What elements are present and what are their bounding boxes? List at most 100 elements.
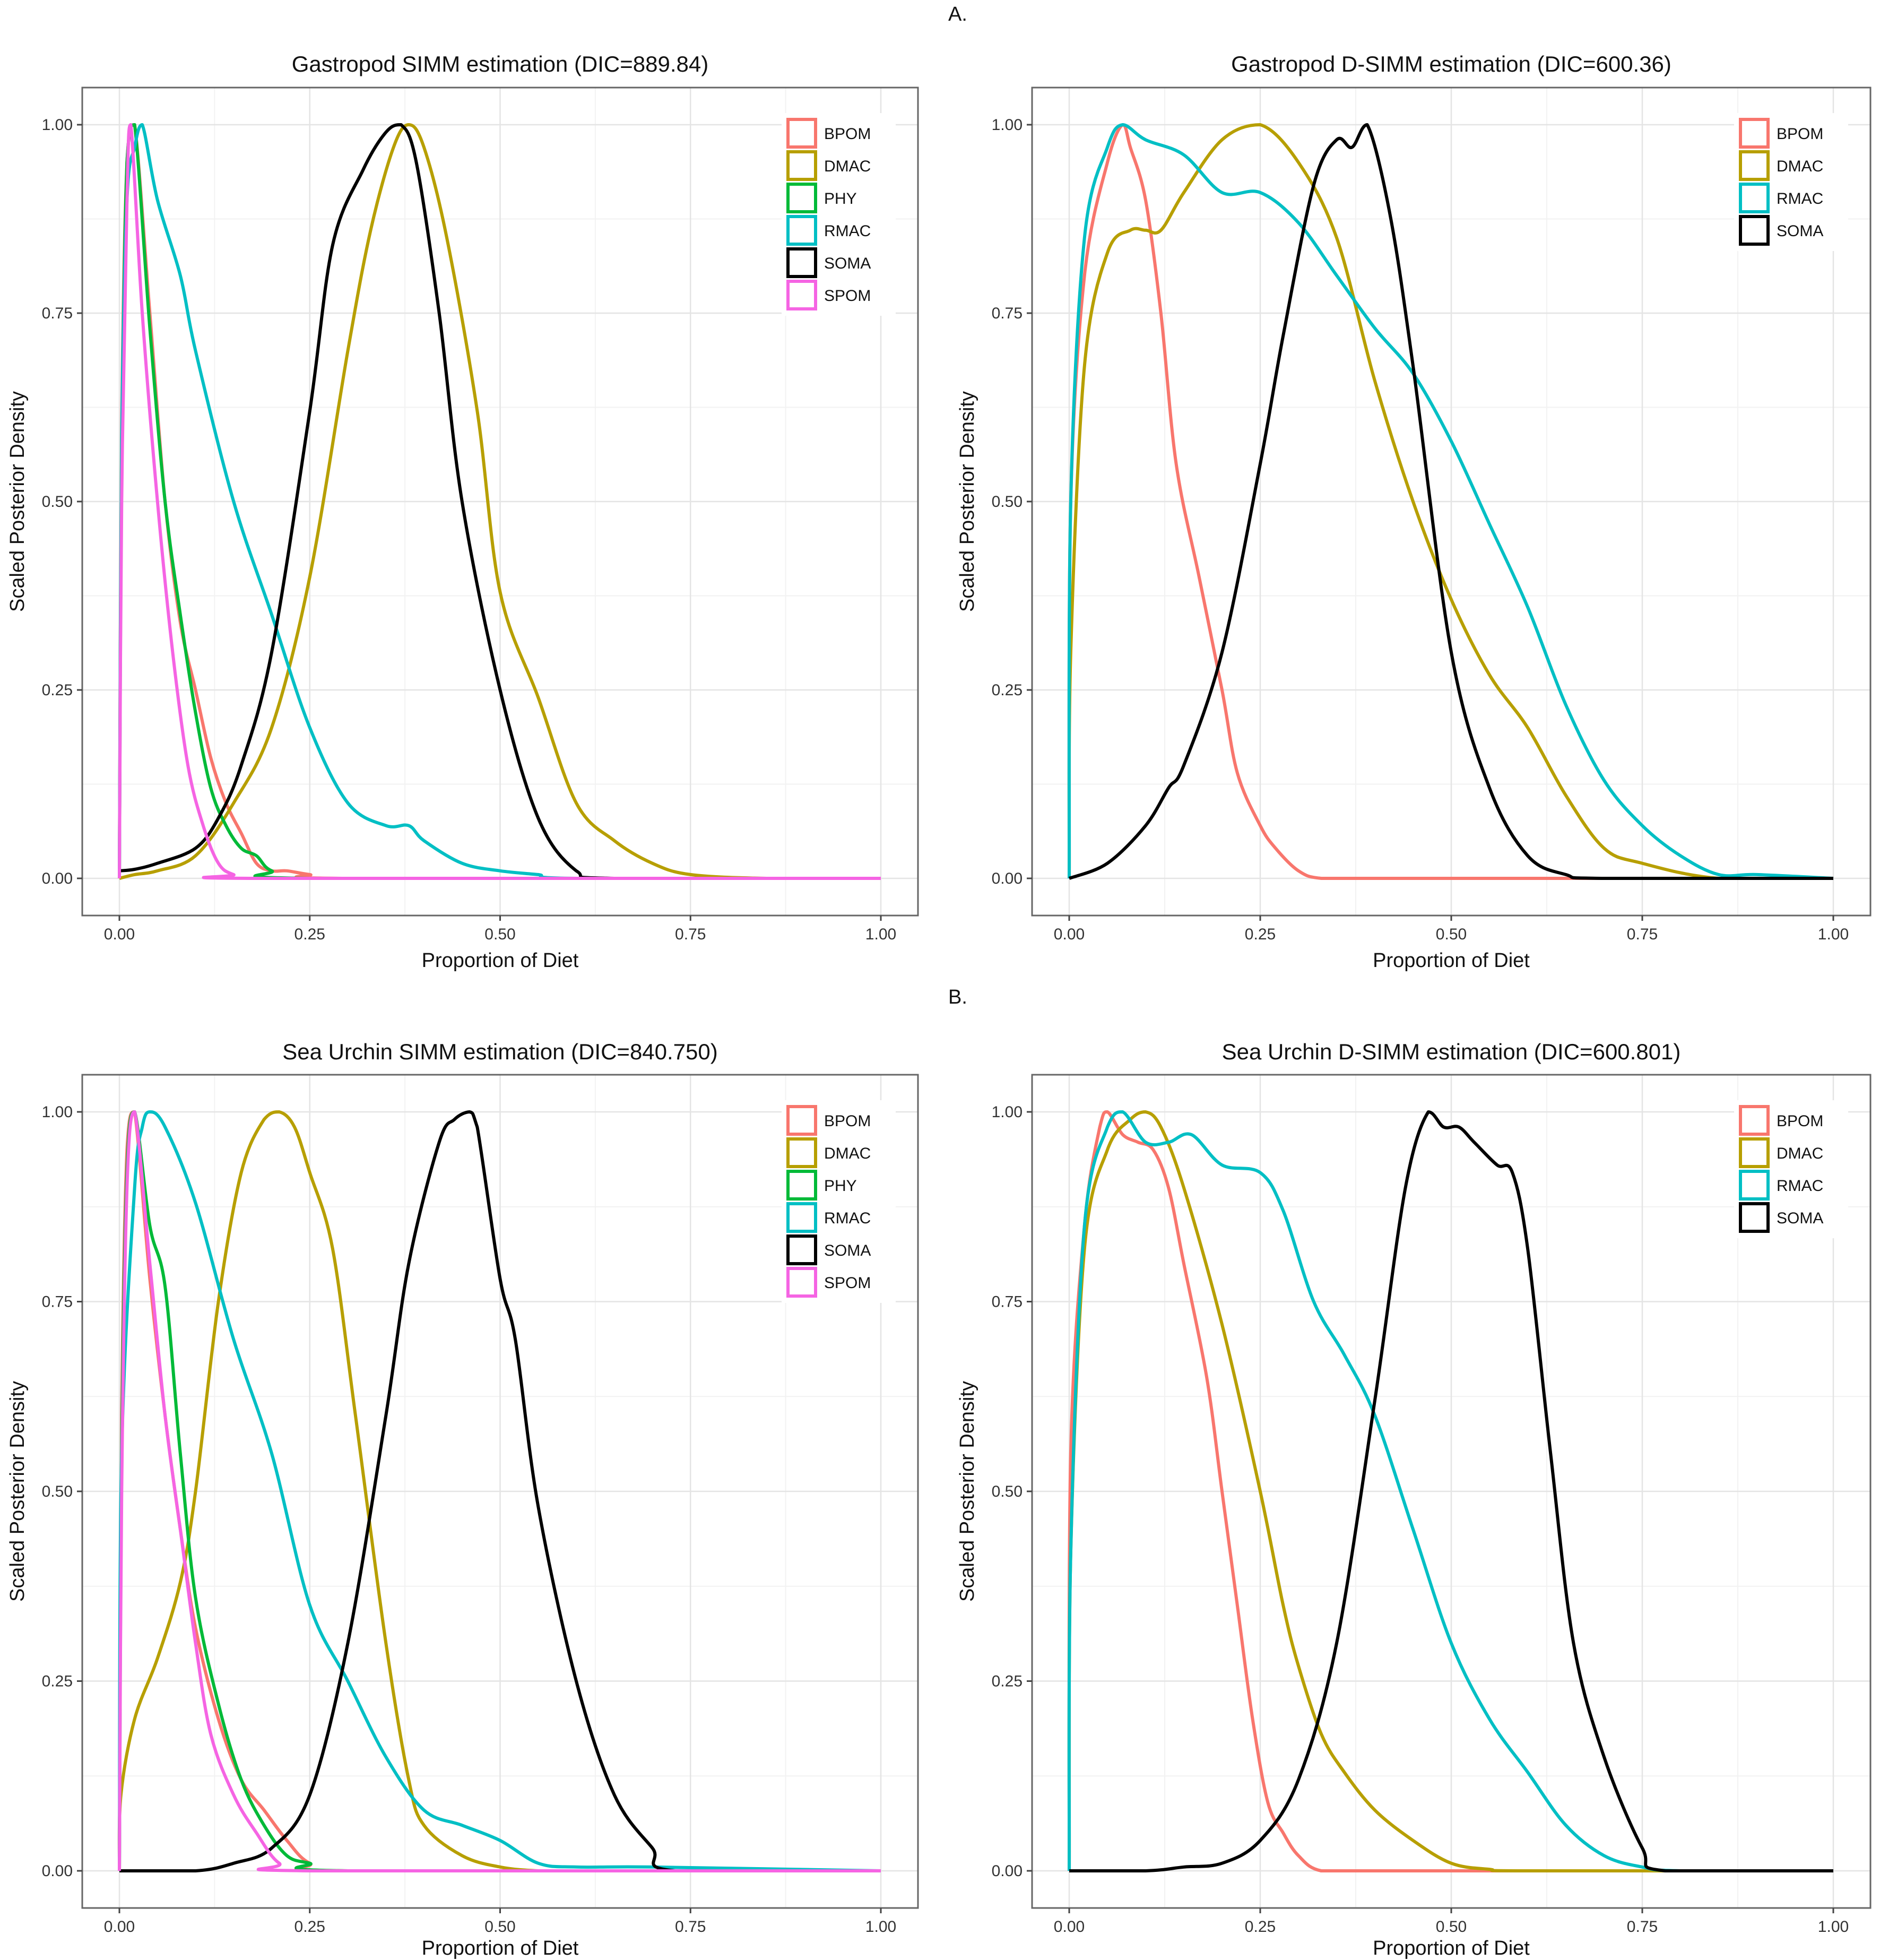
chart-title: Gastropod D-SIMM estimation (DIC=600.36) bbox=[1231, 51, 1671, 76]
chart-panel-4: 0.00 0.25 0.50 0.75 1.00 0.00 0.25 0.50 0.75 1.00… bbox=[956, 1039, 1872, 1959]
legend-label-rmac: RMAC bbox=[824, 1210, 871, 1227]
y-tick-label: 0.75 bbox=[42, 1293, 73, 1311]
x-tick-label: 0.25 bbox=[294, 1918, 325, 1936]
series-line-rmac bbox=[1067, 1110, 1833, 1873]
legend-key-dmac bbox=[1739, 150, 1770, 181]
x-tick-label: 1.00 bbox=[865, 926, 896, 943]
series-line-rmac bbox=[118, 1110, 881, 1872]
legend-key-rmac bbox=[786, 1202, 817, 1233]
y-tick-label: 0.50 bbox=[42, 1483, 73, 1500]
y-tick-label: 0.00 bbox=[992, 1862, 1023, 1880]
y-tick-label: 1.00 bbox=[42, 116, 73, 134]
legend-key-soma bbox=[1739, 215, 1770, 246]
legend-label-bpom: BPOM bbox=[824, 1112, 871, 1130]
legend-key-phy bbox=[786, 1170, 817, 1201]
series-line-soma bbox=[119, 123, 881, 880]
x-tick-label: 0.75 bbox=[675, 926, 706, 943]
y-tick-label: 0.75 bbox=[42, 305, 73, 322]
legend: BPOM DMAC PHY RMAC SOMA SPOM bbox=[782, 1100, 896, 1303]
y-tick-label: 0.25 bbox=[992, 681, 1023, 699]
legend-key-rmac bbox=[1739, 1170, 1770, 1201]
legend-label-dmac: DMAC bbox=[1777, 1145, 1823, 1162]
x-tick-label: 0.25 bbox=[1245, 926, 1276, 943]
legend-key-soma bbox=[1739, 1202, 1770, 1233]
legend-label-bpom: BPOM bbox=[824, 125, 871, 143]
legend-key-soma bbox=[786, 1234, 817, 1265]
y-tick-label: 1.00 bbox=[992, 116, 1023, 134]
legend-label-dmac: DMAC bbox=[824, 1145, 871, 1162]
y-axis-label: Scaled Posterior Density bbox=[956, 1381, 978, 1602]
legend-label-dmac: DMAC bbox=[1777, 158, 1823, 175]
x-tick-label: 0.75 bbox=[1627, 1918, 1658, 1936]
y-axis-label: Scaled Posterior Density bbox=[956, 391, 978, 612]
legend-label-soma: SOMA bbox=[1777, 222, 1823, 240]
y-axis-label: Scaled Posterior Density bbox=[6, 1381, 29, 1602]
y-tick-label: 1.00 bbox=[992, 1103, 1023, 1121]
legend-label-spom: SPOM bbox=[824, 287, 871, 305]
x-tick-label: 0.00 bbox=[104, 1918, 135, 1936]
legend: BPOM DMAC PHY RMAC SOMA SPOM bbox=[782, 113, 896, 316]
x-tick-label: 0.50 bbox=[1436, 1918, 1467, 1936]
legend-key-bpom bbox=[786, 1105, 817, 1136]
series-line-dmac bbox=[1067, 123, 1833, 880]
legend-label-spom: SPOM bbox=[824, 1274, 871, 1292]
x-tick-label: 1.00 bbox=[1818, 926, 1849, 943]
legend: BPOM DMAC RMAC SOMA bbox=[1734, 113, 1848, 251]
legend-label-soma: SOMA bbox=[824, 255, 871, 272]
legend-label-bpom: BPOM bbox=[1777, 125, 1823, 143]
legend-key-spom bbox=[786, 280, 817, 310]
legend-key-rmac bbox=[786, 215, 817, 246]
chart-panel-2: 0.00 0.25 0.50 0.75 1.00 0.00 0.25 0.50 0.75 1.00… bbox=[956, 51, 1872, 972]
x-axis-label: Proportion of Diet bbox=[1373, 1937, 1530, 1959]
series-line-spom bbox=[118, 1110, 881, 1873]
chart-title: Gastropod SIMM estimation (DIC=889.84) bbox=[292, 51, 709, 76]
y-tick-label: 1.00 bbox=[42, 1103, 73, 1121]
legend-label-phy: PHY bbox=[824, 1177, 857, 1195]
legend-label-rmac: RMAC bbox=[1777, 1177, 1823, 1195]
legend-label-phy: PHY bbox=[824, 190, 857, 208]
series-line-bpom bbox=[1067, 123, 1833, 880]
y-axis-label: Scaled Posterior Density bbox=[6, 391, 29, 612]
x-tick-label: 0.00 bbox=[1054, 926, 1085, 943]
chart-panel-3: 0.00 0.25 0.50 0.75 1.00 0.00 0.25 0.50 0.75 1.00… bbox=[6, 1039, 919, 1959]
x-axis-label: Proportion of Diet bbox=[422, 1937, 579, 1959]
legend-key-dmac bbox=[786, 1137, 817, 1168]
x-axis-label: Proportion of Diet bbox=[422, 949, 579, 972]
x-axis-label: Proportion of Diet bbox=[1373, 949, 1530, 972]
legend-key-spom bbox=[786, 1267, 817, 1298]
x-tick-label: 0.50 bbox=[484, 926, 515, 943]
x-tick-label: 0.25 bbox=[294, 926, 325, 943]
series-line-dmac bbox=[119, 123, 881, 880]
x-tick-label: 0.75 bbox=[675, 1918, 706, 1936]
chart-title: Sea Urchin SIMM estimation (DIC=840.750) bbox=[282, 1039, 718, 1064]
legend-key-rmac bbox=[1739, 183, 1770, 213]
series-line-soma bbox=[1069, 1110, 1833, 1873]
legend-label-rmac: RMAC bbox=[1777, 190, 1823, 208]
legend-label-rmac: RMAC bbox=[824, 222, 871, 240]
y-tick-label: 0.00 bbox=[42, 870, 73, 887]
legend-label-soma: SOMA bbox=[1777, 1210, 1823, 1227]
x-tick-label: 0.00 bbox=[104, 926, 135, 943]
chart-title: Sea Urchin D-SIMM estimation (DIC=600.80… bbox=[1222, 1039, 1681, 1064]
y-tick-label: 0.75 bbox=[992, 305, 1023, 322]
y-tick-label: 0.50 bbox=[992, 1483, 1023, 1500]
chart-panel-1: 0.00 0.25 0.50 0.75 1.00 0.00 0.25 0.50 0.75 1.00… bbox=[6, 51, 919, 972]
legend-label-soma: SOMA bbox=[824, 1242, 871, 1259]
x-tick-label: 1.00 bbox=[1818, 1918, 1849, 1936]
legend-key-soma bbox=[786, 247, 817, 278]
y-tick-label: 0.50 bbox=[42, 493, 73, 511]
series-line-soma bbox=[119, 1110, 881, 1873]
legend-key-phy bbox=[786, 183, 817, 213]
y-tick-label: 0.50 bbox=[992, 493, 1023, 511]
series-line-dmac bbox=[117, 1110, 881, 1873]
x-tick-label: 0.00 bbox=[1054, 1918, 1085, 1936]
y-tick-label: 0.00 bbox=[42, 1862, 73, 1880]
y-tick-label: 0.00 bbox=[992, 870, 1023, 887]
legend-key-dmac bbox=[1739, 1137, 1770, 1168]
series-line-soma bbox=[1068, 123, 1833, 880]
legend-key-bpom bbox=[1739, 118, 1770, 149]
x-tick-label: 0.25 bbox=[1245, 1918, 1276, 1936]
legend-key-bpom bbox=[786, 118, 817, 149]
legend-key-bpom bbox=[1739, 1105, 1770, 1136]
